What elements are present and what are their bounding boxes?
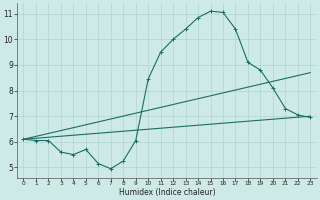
X-axis label: Humidex (Indice chaleur): Humidex (Indice chaleur): [119, 188, 215, 197]
